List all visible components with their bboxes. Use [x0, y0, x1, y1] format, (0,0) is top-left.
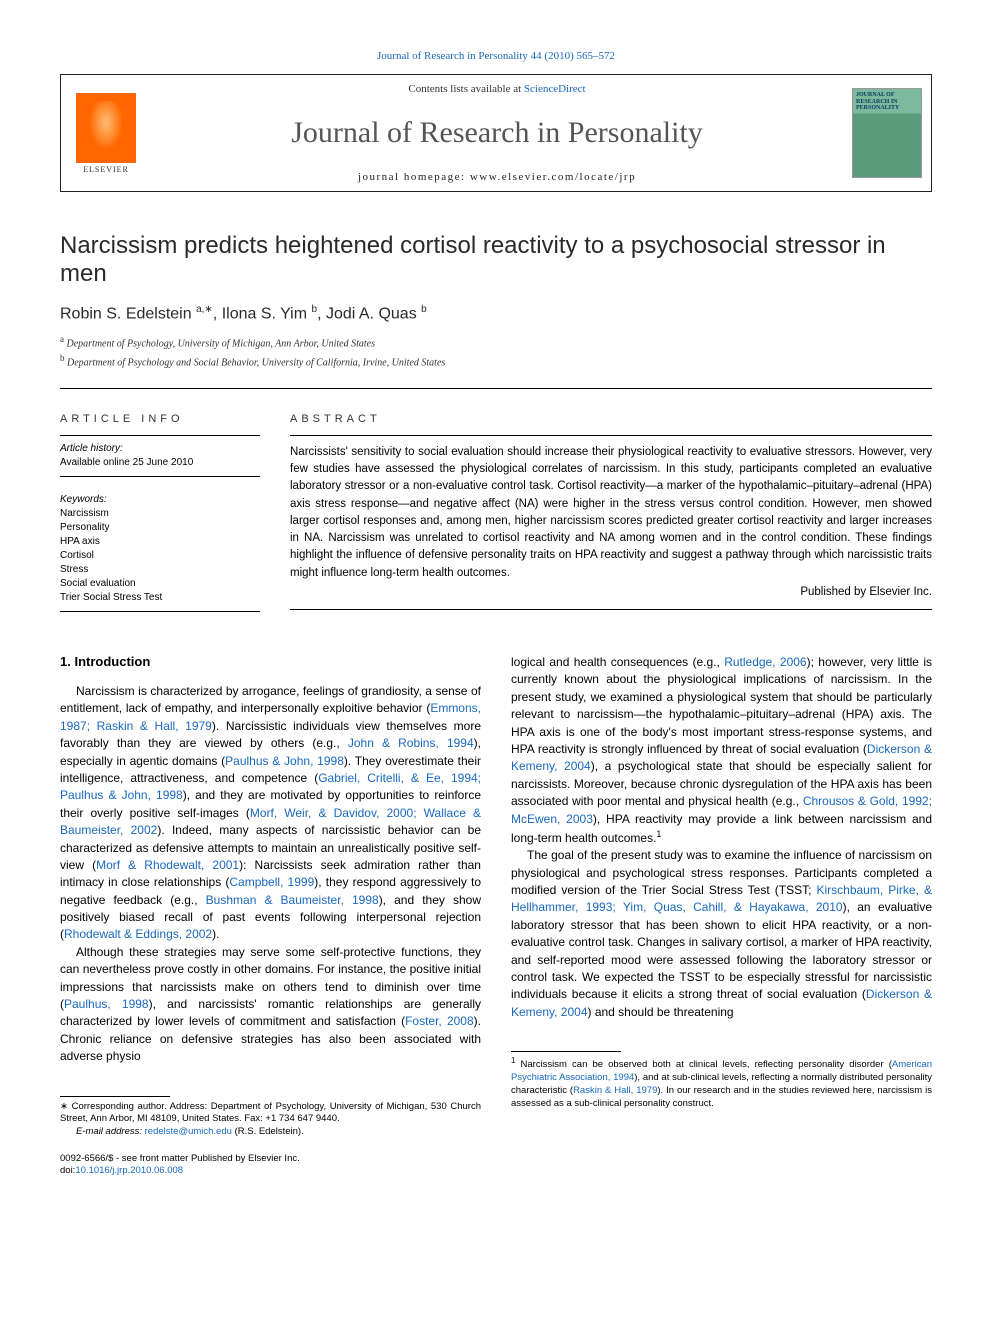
- journal-homepage: journal homepage: www.elsevier.com/locat…: [151, 171, 843, 183]
- citation-inline[interactable]: Paulhus, 1998: [64, 997, 149, 1011]
- cover-thumb: JOURNAL OF RESEARCH IN PERSONALITY: [852, 88, 922, 178]
- email-paren: (R.S. Edelstein).: [235, 1126, 304, 1137]
- email-footnote: E-mail address: redelste@umich.edu (R.S.…: [60, 1126, 481, 1139]
- citation-link[interactable]: Journal of Research in Personality 44 (2…: [377, 50, 615, 62]
- citation-inline[interactable]: Rutledge, 2006: [724, 655, 806, 669]
- citation-header: Journal of Research in Personality 44 (2…: [60, 50, 932, 62]
- elsevier-tree-icon: [76, 93, 136, 163]
- elsevier-logo[interactable]: ELSEVIER: [61, 75, 151, 191]
- article-info-label: article info: [60, 413, 260, 425]
- doi-block: 0092-6566/$ - see front matter Published…: [60, 1153, 481, 1178]
- keywords-label: Keywords:: [60, 493, 260, 507]
- citation-inline[interactable]: Bushman & Baumeister, 1998: [206, 893, 379, 907]
- citation-inline[interactable]: Campbell, 1999: [229, 875, 314, 889]
- article-info-column: article info Article history: Available …: [60, 413, 260, 622]
- corresponding-author-footnote: ∗ Corresponding author. Address: Departm…: [60, 1101, 481, 1127]
- para-2: Although these strategies may serve some…: [60, 944, 481, 1066]
- abstract-text: Narcissists' sensitivity to social evalu…: [290, 435, 932, 610]
- email-label: E-mail address:: [76, 1126, 142, 1137]
- keyword-item: HPA axis: [60, 535, 260, 549]
- section-heading-1: 1. Introduction: [60, 654, 481, 669]
- doi-link[interactable]: 10.1016/j.jrp.2010.06.008: [75, 1165, 183, 1176]
- corr-symbol: ∗: [60, 1101, 68, 1112]
- body-col-left: 1. Introduction Narcissism is characteri…: [60, 654, 481, 1178]
- citation-inline[interactable]: Raskin & Hall, 1979: [573, 1085, 657, 1096]
- abstract-body: Narcissists' sensitivity to social evalu…: [290, 446, 932, 579]
- citation-inline[interactable]: John & Robins, 1994: [348, 736, 474, 750]
- published-by: Published by Elsevier Inc.: [290, 584, 932, 601]
- contents-line: Contents lists available at ScienceDirec…: [151, 83, 843, 95]
- keyword-item: Trier Social Stress Test: [60, 591, 260, 605]
- journal-cover: JOURNAL OF RESEARCH IN PERSONALITY: [843, 75, 931, 191]
- footnote-ref-1[interactable]: 1: [656, 829, 661, 839]
- keyword-item: Personality: [60, 521, 260, 535]
- front-matter-line: 0092-6566/$ - see front matter Published…: [60, 1153, 481, 1165]
- citation-inline[interactable]: Emmons, 1987; Raskin & Hall, 1979: [60, 701, 481, 732]
- doi-prefix: doi:: [60, 1165, 75, 1176]
- citation-inline[interactable]: Foster, 2008: [405, 1014, 474, 1028]
- keyword-item: Cortisol: [60, 549, 260, 563]
- para-2b: logical and health consequences (e.g., R…: [511, 654, 932, 847]
- citation-inline[interactable]: American Psychiatric Association, 1994: [511, 1059, 932, 1083]
- abstract-label: abstract: [290, 413, 932, 425]
- divider-rule: [60, 388, 932, 389]
- journal-header-box: ELSEVIER Contents lists available at Sci…: [60, 74, 932, 192]
- citation-inline[interactable]: Gabriel, Critelli, & Ee, 1994; Paulhus &…: [60, 771, 481, 802]
- para-1: Narcissism is characterized by arrogance…: [60, 683, 481, 944]
- article-title: Narcissism predicts heightened cortisol …: [60, 232, 932, 288]
- sciencedirect-link[interactable]: ScienceDirect: [524, 83, 586, 95]
- citation-inline[interactable]: Morf & Rhodewalt, 2001: [96, 858, 239, 872]
- footnote-rule-right: [511, 1051, 621, 1052]
- citation-inline[interactable]: Dickerson & Kemeny, 2004: [511, 987, 932, 1018]
- citation-inline[interactable]: Dickerson & Kemeny, 2004: [511, 742, 932, 773]
- body-col-right: logical and health consequences (e.g., R…: [511, 654, 932, 1178]
- history-label: Article history:: [60, 442, 260, 456]
- footnote-1: 1 Narcissism can be observed both at cli…: [511, 1056, 932, 1110]
- cover-title-text: JOURNAL OF RESEARCH IN PERSONALITY: [856, 92, 918, 112]
- citation-inline[interactable]: Morf, Weir, & Davidov, 2000; Wallace & B…: [60, 806, 481, 837]
- elsevier-wordmark: ELSEVIER: [83, 165, 129, 174]
- header-center: Contents lists available at ScienceDirec…: [151, 75, 843, 191]
- fn1-symbol: 1: [511, 1056, 515, 1065]
- history-value: Available online 25 June 2010: [60, 456, 260, 470]
- citation-inline[interactable]: Kirschbaum, Pirke, & Hellhammer, 1993; Y…: [511, 883, 932, 914]
- journal-title: Journal of Research in Personality: [151, 116, 843, 150]
- footnote-rule-left: [60, 1096, 170, 1097]
- email-link[interactable]: redelste@umich.edu: [145, 1126, 232, 1137]
- affiliation-a: Department of Psychology, University of …: [67, 339, 375, 350]
- body-columns: 1. Introduction Narcissism is characteri…: [60, 654, 932, 1178]
- affiliations: a Department of Psychology, University o…: [60, 333, 932, 370]
- keyword-item: Social evaluation: [60, 577, 260, 591]
- abstract-column: abstract Narcissists' sensitivity to soc…: [290, 413, 932, 622]
- history-block: Article history: Available online 25 Jun…: [60, 435, 260, 477]
- authors: Robin S. Edelstein a,∗, Ilona S. Yim b, …: [60, 304, 932, 323]
- citation-inline[interactable]: Paulhus & John, 1998: [225, 754, 344, 768]
- corr-text: Corresponding author. Address: Departmen…: [60, 1101, 481, 1125]
- keywords-block: Keywords: NarcissismPersonalityHPA axisC…: [60, 487, 260, 612]
- keywords-list: NarcissismPersonalityHPA axisCortisolStr…: [60, 507, 260, 605]
- keyword-item: Stress: [60, 563, 260, 577]
- citation-inline[interactable]: Rhodewalt & Eddings, 2002: [64, 927, 212, 941]
- keyword-item: Narcissism: [60, 507, 260, 521]
- citation-inline[interactable]: Chrousos & Gold, 1992; McEwen, 2003: [511, 794, 932, 825]
- para-3: The goal of the present study was to exa…: [511, 847, 932, 1021]
- contents-prefix: Contents lists available at: [408, 83, 523, 95]
- affiliation-b: Department of Psychology and Social Beha…: [67, 357, 445, 368]
